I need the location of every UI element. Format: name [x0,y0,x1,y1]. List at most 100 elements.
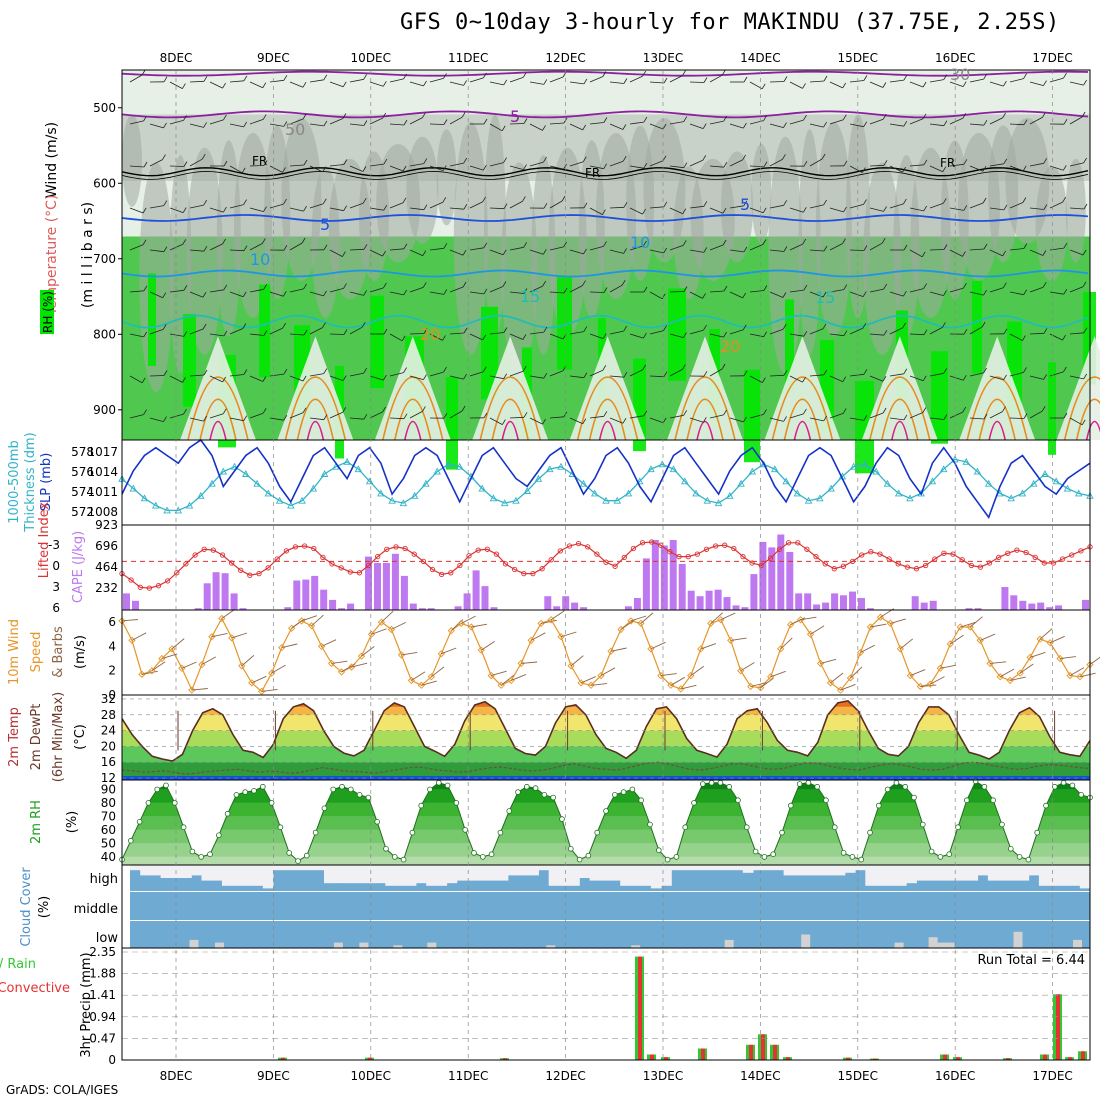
rh-point [928,848,935,855]
thickness-tick-label: 572 [71,505,94,519]
wind-barb-flag [342,81,347,88]
lifted-index-point [1059,556,1066,562]
wind-barb-10m [351,662,368,668]
thickness-point [1029,479,1038,487]
wind-barb-flag [163,76,168,83]
pressure-tick-label: 600 [93,176,116,190]
wind-barb [169,207,184,213]
date-label-bottom: 15DEC [838,1069,878,1083]
wind-barb [569,375,584,379]
wind-barb-10m [1029,651,1046,658]
wind-barb-flag [863,245,868,251]
wind-barb [909,207,924,212]
cape-bar [831,593,839,610]
thickness-point [129,484,138,492]
rh-point [955,824,961,830]
upper-ylabel-rh: RH (%) [41,291,55,333]
wind-barb [929,372,944,377]
wind-barb-flag [1063,288,1068,295]
wind-barb-flag [683,286,688,292]
wind-barb-flag [583,372,588,378]
wind-ylabel-3: & Barbs [51,626,66,678]
wind-barb-flag [501,125,506,132]
cape-bar [329,599,337,610]
wind-barb-10m [191,688,208,691]
lifted-index-point [822,561,828,567]
thickness-point [996,489,1004,497]
wind-barb [169,289,184,293]
cloud-high-bar [354,865,366,884]
thickness-point [984,479,993,487]
wind-barb-10m [610,647,627,652]
temp-ylabel-4: (°C) [73,724,88,750]
rh-point [550,794,556,801]
wind-barb-flag [842,408,847,414]
wind-barb [149,159,163,167]
wind-barb [649,330,664,335]
rh-point [611,791,618,798]
wind-barb [169,375,183,383]
wind-barb [269,123,284,127]
rh-point [708,779,715,786]
wind-barb [949,207,964,211]
cloud-high-bar [528,865,539,876]
wind-barb-flag [882,375,887,382]
wind-barb-flag [523,118,528,124]
wind-barb [549,291,565,294]
temp-tick-label: 28 [101,708,116,722]
cloud-high-bar [783,865,795,876]
wind-barb-flag [622,124,627,130]
wind-barb-flag [603,241,607,247]
cloud-high-bar [273,865,284,871]
wind-barb [809,158,823,167]
wind-barb-flag [203,122,207,128]
wind-barb [689,249,704,253]
cloud-high-bar [456,865,468,881]
lifted-index-point [712,543,719,549]
precip-conv-bar [846,1057,850,1060]
rh-point [981,783,988,790]
wind-barb-flag [323,368,328,374]
wind-barb [129,244,144,251]
thickness-point [1063,484,1072,492]
cloud-high-bar [211,865,223,881]
wind-speed-point [637,619,645,627]
wind-barb-flag [823,121,827,128]
wind-barb [849,80,864,83]
contour-label: 15 [815,288,835,307]
cape-bar [1055,605,1063,610]
wind-barb-10m [541,619,557,624]
wind-barb [609,284,623,293]
cloud-high-bar [416,865,427,884]
cloud-high-bar [313,865,325,871]
thickness-point [523,487,531,494]
wind-barb-flag [862,291,867,297]
wind-barb-flag [342,251,346,257]
wind-barb-flag [443,119,448,125]
isotherm-minus-5 [121,110,1089,119]
lifted-index-point [155,583,162,589]
wind-barb [1029,410,1043,419]
wind-barb-flag [422,250,427,256]
lifted-index-point [530,570,536,577]
cloud-low-bar [215,942,224,948]
wind-barb [269,291,284,297]
wind-barb [609,249,624,254]
upper-ylabel-mb: (m i l l i b a r s) [80,202,96,308]
wind-barb [989,81,1004,87]
rh-point [603,808,609,814]
wind-barb-flag [542,249,547,255]
cape-bar [759,541,767,610]
rh-point [752,848,759,855]
cape-bar [123,593,130,610]
cloud-high-bar [487,865,499,881]
wind-barb [629,121,644,125]
rh-point [374,818,381,825]
wind-barb [589,207,603,215]
wind-barb [989,117,1003,125]
wind-barb [169,165,185,167]
wind-barb [529,81,544,85]
cape-ylabel-1: Lifted Index [37,501,52,578]
wind-barb-flag [322,198,327,204]
wind-barb [289,242,303,251]
